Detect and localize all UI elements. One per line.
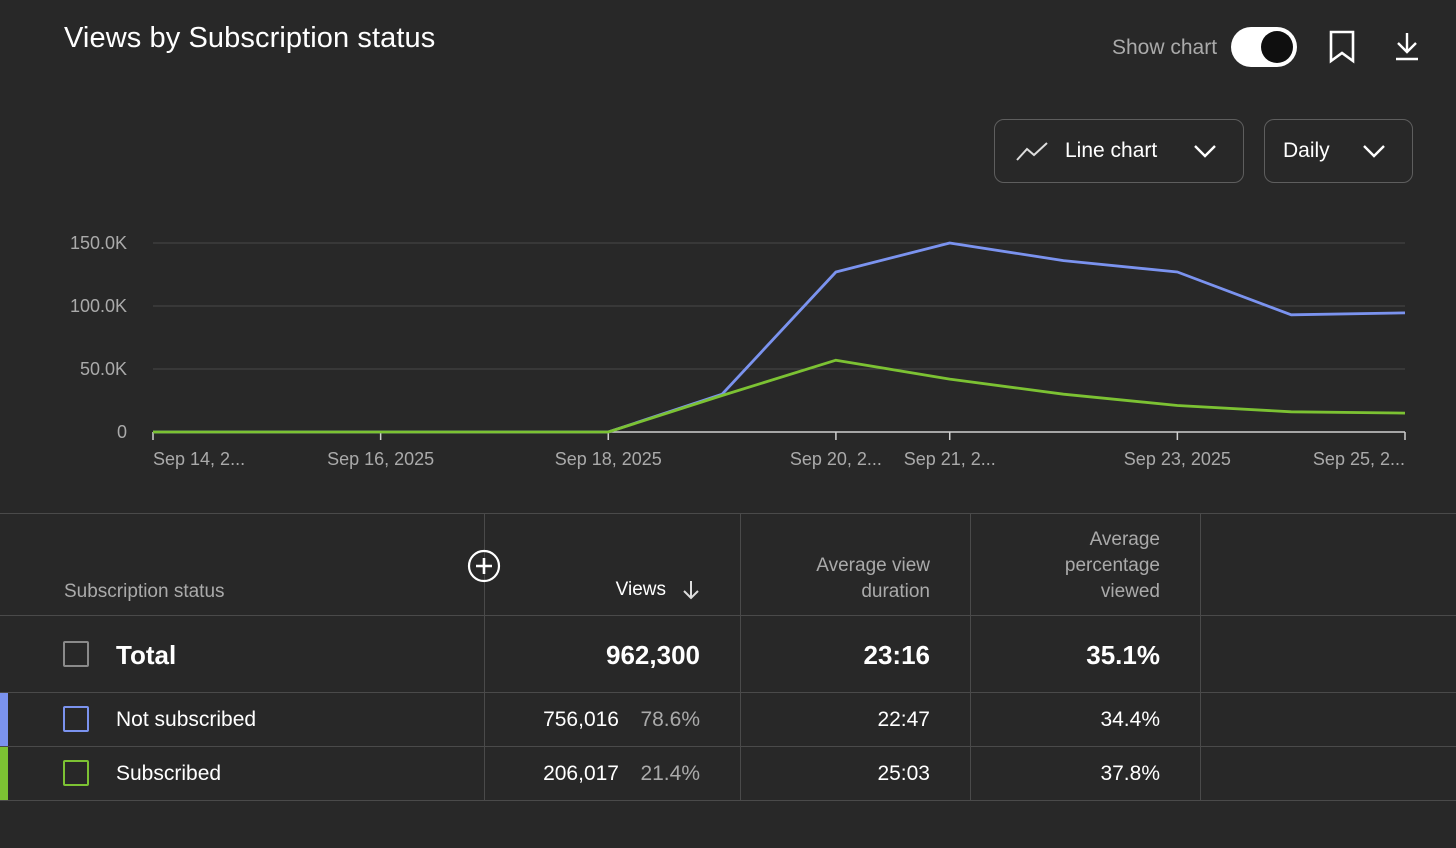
x-tick-label: Sep 14, 2... bbox=[153, 449, 245, 469]
header-avg-view-duration[interactable]: Average view duration bbox=[816, 553, 930, 605]
total-label: Total bbox=[116, 640, 177, 670]
header-line: Average view bbox=[816, 555, 930, 576]
line-chart: 0 50.0K 100.0K 150.0K Sep 14, 2... Sep 16, 20… bbox=[70, 233, 1406, 469]
chart-type-dropdown[interactable]: Line chart bbox=[994, 119, 1244, 183]
chart-title: Views by Subscription status bbox=[64, 22, 436, 54]
table-divider bbox=[0, 513, 1456, 514]
header-line: percentage bbox=[1064, 555, 1160, 576]
row-share: 21.4% bbox=[640, 762, 700, 785]
row-avg-pct: 37.8% bbox=[1100, 762, 1160, 785]
add-column-icon[interactable] bbox=[467, 549, 501, 588]
table-divider bbox=[0, 692, 1456, 693]
x-tick-label: Sep 25, 2... bbox=[1313, 449, 1405, 469]
total-avg-pct: 35.1% bbox=[1086, 640, 1160, 670]
row-views: 756,016 bbox=[543, 708, 619, 731]
row-avg-pct: 34.4% bbox=[1100, 708, 1160, 731]
show-chart-toggle[interactable] bbox=[1231, 27, 1297, 67]
chevron-down-icon bbox=[1194, 145, 1216, 158]
show-chart-label: Show chart bbox=[1112, 36, 1218, 59]
column-divider bbox=[970, 513, 971, 800]
header-line: Average bbox=[1089, 529, 1160, 550]
x-tick-label: Sep 20, 2... bbox=[790, 449, 882, 469]
x-tick-label: Sep 23, 2025 bbox=[1124, 449, 1231, 469]
y-tick-label: 100.0K bbox=[70, 296, 127, 316]
bookmark-icon[interactable] bbox=[1326, 30, 1358, 69]
line-chart-icon bbox=[1016, 142, 1048, 161]
row-color-indicator bbox=[0, 747, 8, 800]
not-subscribed-checkbox[interactable] bbox=[63, 706, 89, 732]
header-avg-percentage-viewed[interactable]: Average percentage viewed bbox=[1065, 527, 1160, 605]
row-label: Not subscribed bbox=[116, 708, 257, 731]
download-icon[interactable] bbox=[1392, 30, 1422, 67]
y-tick-label: 0 bbox=[117, 422, 127, 442]
sort-down-arrow-icon bbox=[683, 581, 699, 600]
row-avg-duration: 22:47 bbox=[877, 708, 930, 731]
header-views[interactable]: Views bbox=[616, 579, 700, 601]
header-line: viewed bbox=[1100, 581, 1160, 602]
series-line-subscribed bbox=[153, 358, 1406, 434]
y-tick-label: 150.0K bbox=[70, 233, 127, 253]
table-divider bbox=[0, 800, 1456, 801]
subscribed-checkbox[interactable] bbox=[63, 760, 89, 786]
column-divider bbox=[740, 513, 741, 800]
x-tick-label: Sep 16, 2025 bbox=[327, 449, 434, 469]
table-divider bbox=[0, 746, 1456, 747]
header-line: duration bbox=[861, 581, 930, 602]
table-divider bbox=[0, 615, 1456, 616]
chevron-down-icon bbox=[1363, 145, 1385, 158]
header-subscription-status[interactable]: Subscription status bbox=[64, 581, 225, 602]
column-divider bbox=[1200, 513, 1201, 800]
row-label: Subscribed bbox=[116, 762, 222, 785]
chart-type-label: Line chart bbox=[1065, 139, 1158, 162]
row-views: 206,017 bbox=[543, 762, 619, 785]
total-views: 962,300 bbox=[606, 640, 700, 670]
toggle-knob bbox=[1261, 31, 1293, 63]
row-avg-duration: 25:03 bbox=[877, 762, 930, 785]
column-divider bbox=[484, 513, 485, 800]
total-avg-duration: 23:16 bbox=[863, 640, 931, 670]
total-checkbox[interactable] bbox=[63, 641, 89, 667]
row-share: 78.6% bbox=[640, 708, 700, 731]
row-color-indicator bbox=[0, 693, 8, 746]
header-views-label: Views bbox=[615, 579, 666, 600]
interval-label: Daily bbox=[1283, 139, 1330, 162]
series-line-not-subscribed bbox=[153, 241, 1406, 434]
y-tick-label: 50.0K bbox=[80, 359, 127, 379]
interval-dropdown[interactable]: Daily bbox=[1264, 119, 1413, 183]
x-tick-label: Sep 21, 2... bbox=[904, 449, 996, 469]
x-tick-label: Sep 18, 2025 bbox=[555, 449, 662, 469]
